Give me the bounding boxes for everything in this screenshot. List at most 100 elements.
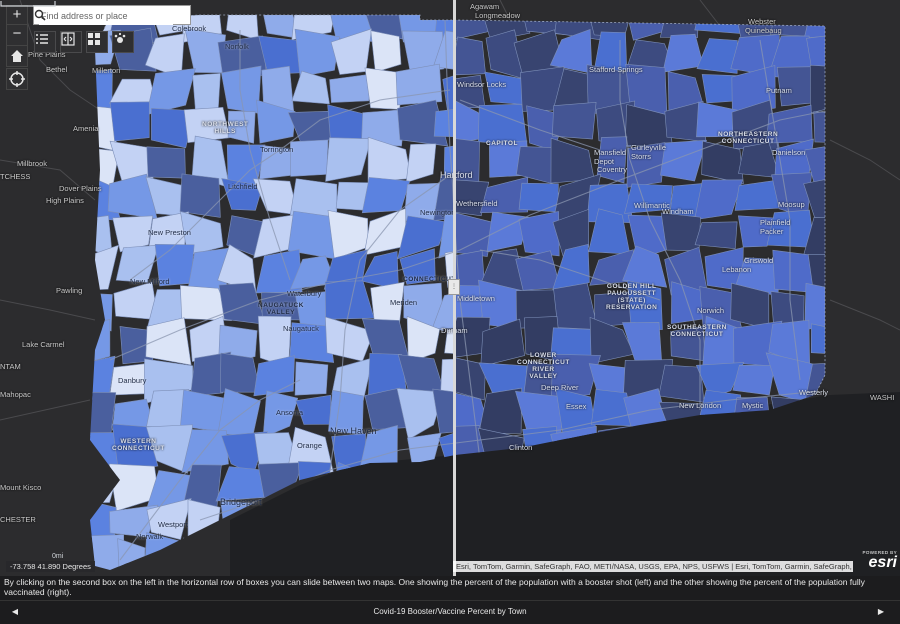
town-polygon[interactable] (701, 140, 744, 184)
town-polygon[interactable] (695, 362, 745, 398)
town-polygon[interactable] (627, 280, 663, 330)
town-polygon[interactable] (146, 146, 186, 179)
town-polygon[interactable] (329, 73, 374, 103)
town-polygon[interactable] (809, 64, 853, 114)
town-polygon[interactable] (434, 0, 480, 40)
town-polygon[interactable] (401, 30, 445, 74)
town-polygon[interactable] (406, 315, 441, 364)
town-polygon[interactable] (115, 244, 159, 283)
town-polygon[interactable] (658, 364, 705, 403)
town-polygon[interactable] (395, 63, 443, 106)
town-polygon[interactable] (112, 215, 154, 253)
town-polygon[interactable] (262, 390, 299, 438)
town-polygon[interactable] (359, 0, 403, 40)
town-polygon[interactable] (480, 318, 525, 367)
place-label: Torrington (260, 145, 294, 154)
town-polygon[interactable] (255, 249, 303, 294)
town-polygon[interactable] (626, 142, 666, 188)
town-polygon[interactable] (405, 143, 437, 183)
town-polygon[interactable] (552, 244, 590, 291)
town-polygon[interactable] (79, 244, 119, 291)
town-polygon[interactable] (433, 174, 482, 221)
town-polygon[interactable] (181, 429, 229, 473)
town-polygon[interactable] (596, 100, 636, 148)
next-button[interactable]: ▶ (877, 607, 885, 616)
search-widget[interactable] (33, 5, 191, 25)
town-polygon[interactable] (444, 329, 470, 356)
town-polygon[interactable] (478, 387, 522, 434)
town-polygon[interactable] (802, 216, 854, 260)
swipe-map-view[interactable]: Agawam Longmeadow Webster Quinebaug Pine… (0, 0, 900, 576)
town-polygon[interactable] (431, 287, 479, 329)
town-polygon[interactable] (221, 65, 262, 114)
town-polygon[interactable] (622, 245, 668, 288)
town-polygon[interactable] (396, 388, 445, 441)
town-polygon[interactable] (813, 111, 853, 144)
town-polygon[interactable] (803, 176, 851, 220)
town-polygon[interactable] (552, 208, 589, 257)
town-polygon[interactable] (694, 179, 744, 221)
town-polygon[interactable] (294, 28, 340, 77)
town-polygon[interactable] (109, 101, 150, 142)
town-polygon[interactable] (810, 323, 844, 355)
town-polygon[interactable] (486, 211, 529, 252)
town-polygon[interactable] (111, 423, 159, 474)
town-polygon[interactable] (253, 355, 295, 397)
town-polygon[interactable] (518, 211, 560, 257)
town-polygon[interactable] (397, 215, 448, 260)
search-input[interactable] (39, 7, 173, 25)
town-polygon[interactable] (445, 212, 494, 257)
town-polygon[interactable] (432, 388, 484, 434)
basemap-gallery-button[interactable] (86, 31, 108, 53)
zoom-out-button[interactable]: − (6, 24, 28, 46)
town-polygon[interactable] (807, 254, 848, 295)
layer-list-button[interactable] (34, 31, 56, 53)
town-polygon[interactable] (221, 178, 263, 211)
town-polygon[interactable] (596, 136, 628, 184)
town-polygon[interactable] (478, 103, 528, 147)
swipe-tool-button[interactable] (60, 31, 82, 53)
town-polygon[interactable] (145, 424, 193, 474)
town-polygon[interactable] (444, 245, 483, 295)
town-polygon[interactable] (290, 139, 329, 177)
town-polygon[interactable] (804, 282, 850, 331)
town-polygon[interactable] (734, 180, 780, 211)
home-button[interactable] (6, 45, 28, 67)
town-polygon[interactable] (294, 361, 329, 396)
town-polygon[interactable] (179, 173, 221, 218)
town-polygon[interactable] (732, 364, 776, 396)
town-polygon[interactable] (552, 102, 597, 140)
town-polygon[interactable] (325, 137, 372, 182)
town-polygon[interactable] (438, 213, 481, 259)
town-polygon[interactable] (291, 70, 330, 105)
town-polygon[interactable] (192, 73, 221, 112)
town-polygon[interactable] (737, 215, 778, 248)
town-polygon[interactable] (151, 107, 195, 149)
town-polygon[interactable] (256, 99, 296, 144)
town-polygon[interactable] (289, 322, 335, 363)
town-polygon[interactable] (399, 248, 436, 285)
map-attribution[interactable]: Esri, TomTom, Garmin, SafeGraph, FAO, ME… (453, 561, 853, 572)
swipe-handle[interactable]: ⋮ (448, 279, 460, 295)
town-polygon[interactable] (433, 106, 481, 138)
town-polygon[interactable] (480, 176, 529, 213)
town-polygon[interactable] (696, 38, 738, 74)
town-polygon[interactable] (450, 179, 490, 217)
town-polygon[interactable] (370, 30, 402, 73)
locate-button[interactable] (6, 68, 28, 90)
town-polygon[interactable] (518, 182, 559, 213)
town-polygon[interactable] (442, 66, 482, 114)
search-icon[interactable] (34, 9, 46, 21)
town-polygon[interactable] (550, 353, 601, 399)
town-polygon[interactable] (624, 183, 673, 214)
town-polygon[interactable] (227, 110, 256, 144)
town-polygon[interactable] (440, 358, 473, 398)
town-polygon[interactable] (694, 221, 738, 249)
town-polygon[interactable] (291, 0, 338, 41)
town-polygon[interactable] (179, 285, 233, 321)
previous-button[interactable]: ◀ (11, 607, 19, 616)
town-polygon[interactable] (361, 109, 406, 147)
legend-button[interactable] (112, 31, 134, 53)
town-polygon[interactable] (660, 212, 701, 252)
town-polygon[interactable] (146, 68, 196, 116)
